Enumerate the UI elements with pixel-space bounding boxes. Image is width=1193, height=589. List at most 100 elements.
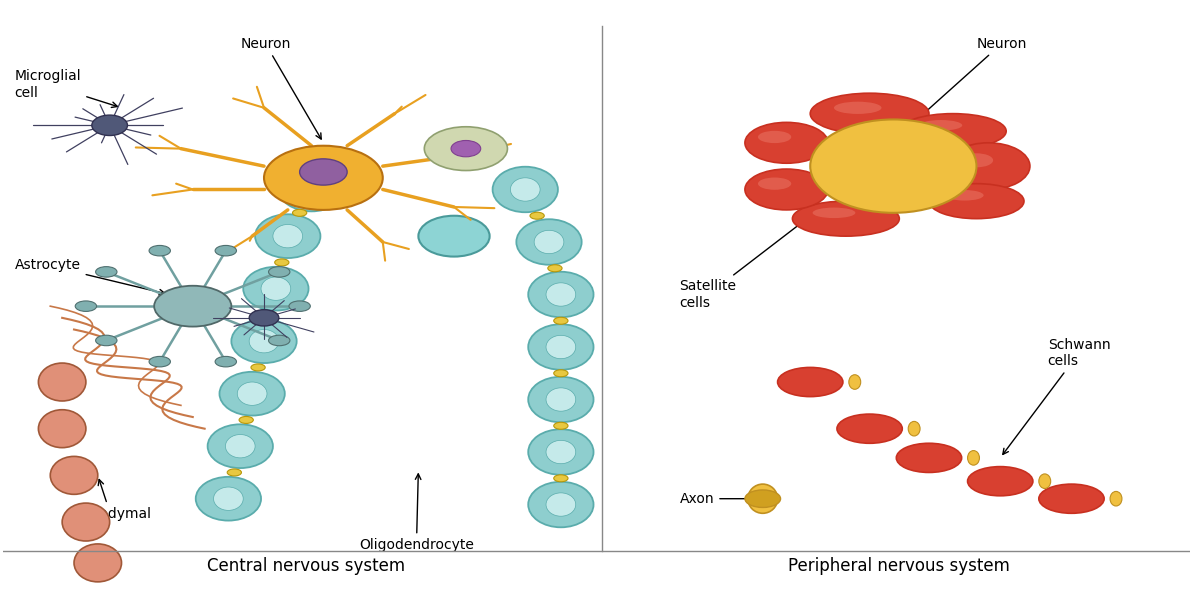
Ellipse shape — [920, 120, 963, 131]
Ellipse shape — [38, 410, 86, 448]
Ellipse shape — [289, 301, 310, 312]
Ellipse shape — [50, 456, 98, 494]
Ellipse shape — [38, 363, 86, 401]
Ellipse shape — [225, 435, 255, 458]
Ellipse shape — [900, 114, 1006, 148]
Ellipse shape — [530, 212, 544, 219]
Ellipse shape — [554, 475, 568, 482]
Ellipse shape — [778, 368, 843, 396]
Ellipse shape — [528, 377, 594, 422]
Ellipse shape — [268, 267, 290, 277]
Text: Neuron: Neuron — [240, 37, 321, 139]
Ellipse shape — [154, 286, 231, 326]
Ellipse shape — [554, 317, 568, 325]
Ellipse shape — [810, 120, 977, 213]
Ellipse shape — [299, 159, 347, 185]
Ellipse shape — [273, 224, 303, 248]
Ellipse shape — [748, 484, 778, 513]
Circle shape — [744, 490, 780, 508]
Ellipse shape — [425, 127, 507, 171]
Ellipse shape — [758, 177, 791, 190]
Ellipse shape — [292, 209, 307, 216]
Ellipse shape — [419, 216, 489, 257]
Ellipse shape — [215, 356, 236, 367]
Text: Ependymal
cell: Ependymal cell — [74, 479, 152, 537]
Ellipse shape — [249, 310, 279, 326]
Ellipse shape — [528, 429, 594, 475]
Ellipse shape — [1039, 474, 1051, 488]
Text: Axon: Axon — [680, 492, 771, 506]
Ellipse shape — [149, 356, 171, 367]
Text: Peripheral nervous system: Peripheral nervous system — [789, 557, 1010, 574]
Ellipse shape — [92, 115, 128, 135]
Ellipse shape — [249, 329, 279, 353]
Text: Satellite
cells: Satellite cells — [680, 210, 818, 310]
Ellipse shape — [231, 319, 297, 363]
Text: Central nervous system: Central nervous system — [206, 557, 404, 574]
Ellipse shape — [251, 364, 265, 371]
Ellipse shape — [908, 421, 920, 436]
Ellipse shape — [548, 264, 562, 272]
Ellipse shape — [896, 444, 962, 472]
Ellipse shape — [62, 503, 110, 541]
Ellipse shape — [511, 178, 540, 201]
Ellipse shape — [849, 375, 860, 389]
Ellipse shape — [837, 414, 902, 444]
Ellipse shape — [493, 167, 558, 212]
Ellipse shape — [95, 267, 117, 277]
Ellipse shape — [968, 451, 979, 465]
Ellipse shape — [220, 372, 285, 416]
Ellipse shape — [243, 267, 309, 310]
Ellipse shape — [946, 190, 983, 201]
Ellipse shape — [1109, 491, 1121, 506]
Ellipse shape — [758, 131, 791, 143]
Ellipse shape — [517, 219, 582, 264]
Ellipse shape — [528, 325, 594, 370]
Ellipse shape — [274, 259, 289, 266]
Ellipse shape — [546, 493, 576, 516]
Ellipse shape — [75, 301, 97, 312]
Ellipse shape — [968, 466, 1033, 496]
Ellipse shape — [554, 422, 568, 429]
Ellipse shape — [534, 230, 564, 254]
Ellipse shape — [810, 93, 929, 134]
Ellipse shape — [554, 370, 568, 377]
Ellipse shape — [546, 335, 576, 359]
Ellipse shape — [812, 207, 855, 218]
Ellipse shape — [95, 335, 117, 346]
Ellipse shape — [74, 544, 122, 582]
Ellipse shape — [261, 277, 291, 300]
Ellipse shape — [215, 246, 236, 256]
Ellipse shape — [528, 482, 594, 527]
Ellipse shape — [528, 272, 594, 317]
Ellipse shape — [149, 246, 171, 256]
Ellipse shape — [214, 487, 243, 511]
Ellipse shape — [237, 382, 267, 405]
Text: Neuron: Neuron — [920, 37, 1027, 117]
Ellipse shape — [297, 178, 327, 201]
Ellipse shape — [546, 388, 576, 411]
Ellipse shape — [947, 143, 1030, 190]
Ellipse shape — [208, 424, 273, 468]
Ellipse shape — [227, 469, 241, 476]
Text: Astrocyte: Astrocyte — [14, 259, 165, 295]
Ellipse shape — [196, 477, 261, 521]
Ellipse shape — [451, 140, 481, 157]
Ellipse shape — [546, 283, 576, 306]
Text: Oligodendrocyte: Oligodendrocyte — [359, 474, 474, 552]
Ellipse shape — [744, 169, 828, 210]
Ellipse shape — [239, 416, 253, 423]
Ellipse shape — [1039, 484, 1105, 513]
Ellipse shape — [279, 168, 344, 211]
Ellipse shape — [264, 145, 383, 210]
Ellipse shape — [546, 441, 576, 464]
Ellipse shape — [792, 201, 900, 236]
Ellipse shape — [255, 214, 321, 258]
Ellipse shape — [834, 102, 882, 114]
Ellipse shape — [262, 312, 277, 319]
Text: Microglial
cell: Microglial cell — [14, 70, 117, 107]
Ellipse shape — [929, 184, 1024, 219]
Ellipse shape — [268, 335, 290, 346]
Text: Schwann
cells: Schwann cells — [1003, 337, 1111, 454]
Ellipse shape — [960, 153, 993, 167]
